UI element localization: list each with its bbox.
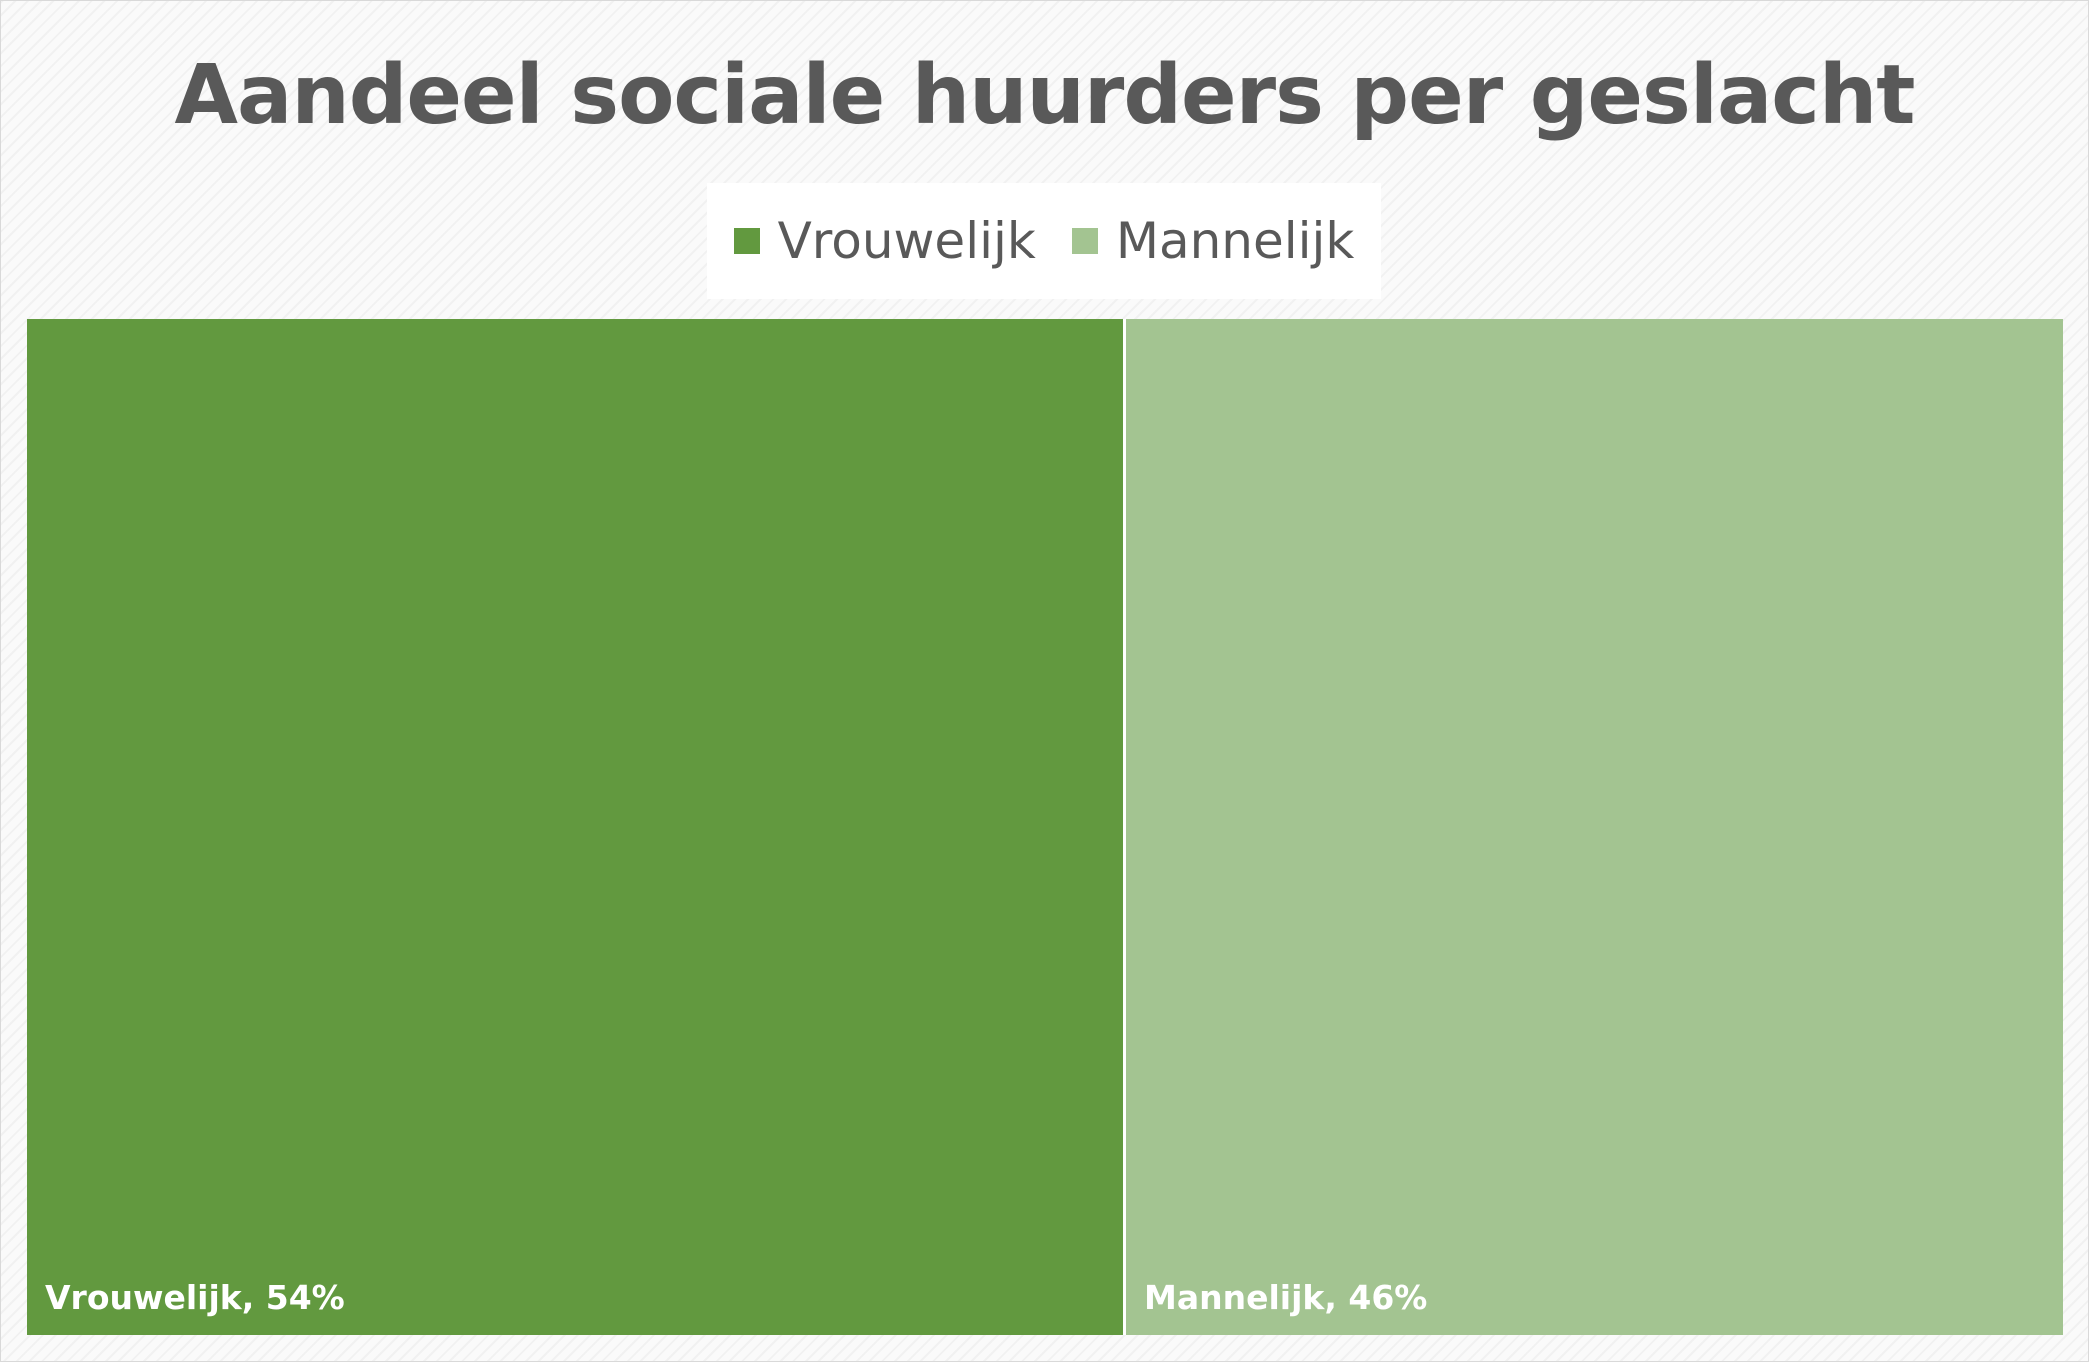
treemap-tile-mannelijk	[1126, 319, 2063, 1335]
legend-swatch-vrouwelijk	[733, 228, 760, 254]
legend-label-vrouwelijk: Vrouwelijk	[777, 212, 1036, 270]
data-label-vrouwelijk: Vrouwelijk, 54%	[45, 1278, 345, 1317]
plot-area: Vrouwelijk, 54% Mannelijk, 46%	[27, 319, 2063, 1335]
legend-swatch-mannelijk	[1071, 228, 1098, 254]
legend-item-mannelijk: Mannelijk	[1071, 211, 1355, 271]
legend-item-vrouwelijk: Vrouwelijk	[733, 211, 1036, 271]
treemap: Vrouwelijk, 54% Mannelijk, 46%	[27, 319, 2063, 1335]
chart-title: Aandeel sociale huurders per geslacht	[174, 48, 1916, 143]
legend-label-mannelijk: Mannelijk	[1115, 212, 1355, 270]
treemap-tile-vrouwelijk	[27, 319, 1123, 1335]
data-label-mannelijk: Mannelijk, 46%	[1144, 1278, 1427, 1317]
legend: Vrouwelijk Mannelijk	[707, 183, 1381, 299]
